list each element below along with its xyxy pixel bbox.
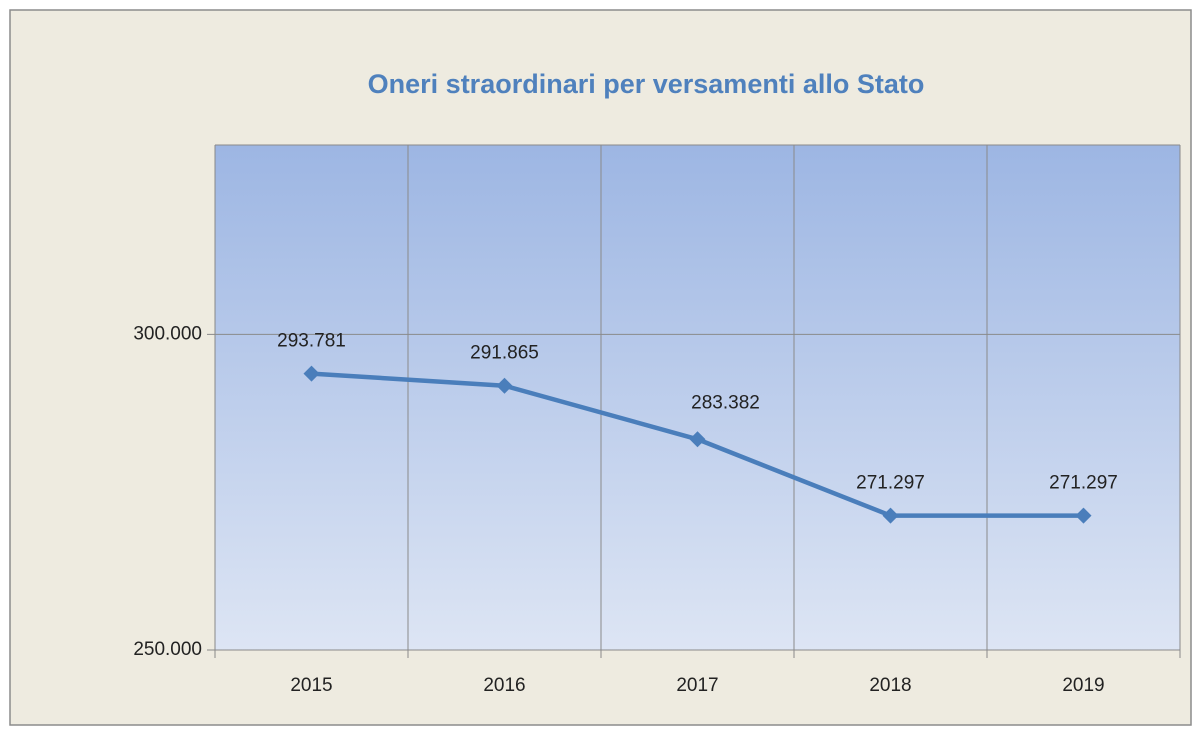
data-label: 271.297 [1049,473,1118,494]
y-tick-label: 250.000 [133,639,202,660]
data-label: 293.781 [277,331,346,352]
x-tick-label: 2017 [676,675,718,696]
data-point [1075,507,1092,524]
x-tick-label: 2019 [1062,675,1104,696]
data-point [303,365,320,382]
data-label: 291.865 [470,343,539,364]
x-tick-label: 2018 [869,675,911,696]
data-point [882,507,899,524]
data-label: 283.382 [691,392,760,413]
plot-area [215,145,1180,650]
data-point [689,431,706,448]
data-label: 271.297 [856,473,925,494]
y-tick-label: 300.000 [133,323,202,344]
x-tick-label: 2016 [483,675,525,696]
data-point [496,377,513,394]
x-tick-label: 2015 [290,675,332,696]
chart-title: Oneri straordinari per versamenti allo S… [368,69,925,99]
